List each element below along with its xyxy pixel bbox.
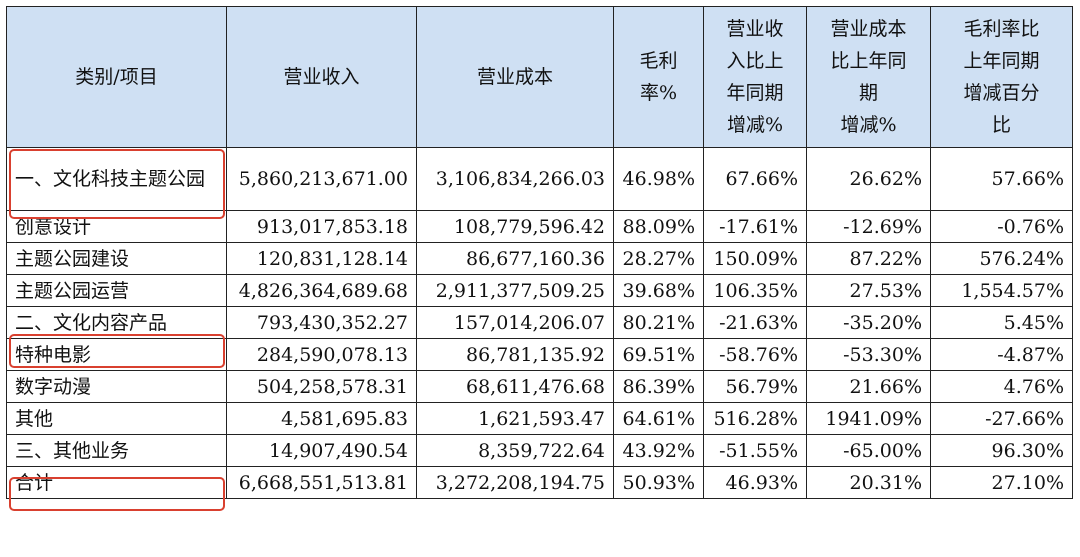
row-label: 其他 xyxy=(6,402,227,435)
cell-revenue: 120,831,128.14 xyxy=(226,242,417,275)
row-label: 主题公园建设 xyxy=(6,242,227,275)
cell-cost-change: 26.62% xyxy=(806,147,931,211)
cell-margin-change: 5.45% xyxy=(930,306,1073,339)
cell-cost-change: 27.53% xyxy=(806,274,931,307)
cell-cost: 2,911,377,509.25 xyxy=(416,274,614,307)
cell-margin-change: 4.76% xyxy=(930,370,1073,403)
cell-revenue-change: -58.76% xyxy=(703,338,807,371)
cell-revenue: 284,590,078.13 xyxy=(226,338,417,371)
cell-cost-change: 1941.09% xyxy=(806,402,931,435)
cell-cost-change: -65.00% xyxy=(806,434,931,467)
header-revenue-change: 营业收 入比上 年同期 增减% xyxy=(703,6,807,148)
table-row-section-theme-park: 一、文化科技主题公园 5,860,213,671.00 3,106,834,26… xyxy=(6,147,1073,211)
cell-margin: 64.61% xyxy=(613,402,704,435)
table-row: 主题公园建设 120,831,128.14 86,677,160.36 28.2… xyxy=(6,242,1073,275)
cell-margin: 46.98% xyxy=(613,147,704,211)
row-label: 二、文化内容产品 xyxy=(6,306,227,339)
header-cost: 营业成本 xyxy=(416,6,614,148)
table-row-section-other-business: 三、其他业务 14,907,490.54 8,359,722.64 43.92%… xyxy=(6,434,1073,467)
cell-margin-change: -27.66% xyxy=(930,402,1073,435)
cell-revenue: 4,581,695.83 xyxy=(226,402,417,435)
header-margin-change: 毛利率比 上年同期 增减百分 比 xyxy=(930,6,1073,148)
cell-revenue-change: -51.55% xyxy=(703,434,807,467)
cell-margin: 88.09% xyxy=(613,210,704,243)
cell-revenue-change: 516.28% xyxy=(703,402,807,435)
cell-revenue-change: -17.61% xyxy=(703,210,807,243)
cell-revenue: 4,826,364,689.68 xyxy=(226,274,417,307)
cell-margin-change: 27.10% xyxy=(930,466,1073,499)
cell-cost: 86,677,160.36 xyxy=(416,242,614,275)
cell-margin-change: 96.30% xyxy=(930,434,1073,467)
row-label: 数字动漫 xyxy=(6,370,227,403)
cell-revenue-change: 46.93% xyxy=(703,466,807,499)
cell-margin: 39.68% xyxy=(613,274,704,307)
header-revenue: 营业收入 xyxy=(226,6,417,148)
header-cost-change: 营业成本 比上年同 期 增减% xyxy=(806,6,931,148)
cell-revenue-change: 67.66% xyxy=(703,147,807,211)
cell-revenue-change: 106.35% xyxy=(703,274,807,307)
cell-revenue-change: 150.09% xyxy=(703,242,807,275)
cell-revenue: 6,668,551,513.81 xyxy=(226,466,417,499)
cell-margin: 28.27% xyxy=(613,242,704,275)
cell-cost: 1,621,593.47 xyxy=(416,402,614,435)
row-label: 创意设计 xyxy=(6,210,227,243)
row-label: 合计 xyxy=(6,466,227,499)
revenue-breakdown-table: 类别/项目 营业收入 营业成本 毛利 率% 营业收 入比上 年同期 增减% 营业… xyxy=(6,6,1073,499)
cell-revenue-change: 56.79% xyxy=(703,370,807,403)
table-row: 特种电影 284,590,078.13 86,781,135.92 69.51%… xyxy=(6,338,1073,371)
table-row: 数字动漫 504,258,578.31 68,611,476.68 86.39%… xyxy=(6,370,1073,403)
cell-margin: 69.51% xyxy=(613,338,704,371)
cell-cost-change: -35.20% xyxy=(806,306,931,339)
table-header-row: 类别/项目 营业收入 营业成本 毛利 率% 营业收 入比上 年同期 增减% 营业… xyxy=(6,6,1073,148)
cell-cost: 108,779,596.42 xyxy=(416,210,614,243)
row-label: 特种电影 xyxy=(6,338,227,371)
cell-revenue: 5,860,213,671.00 xyxy=(226,147,417,211)
cell-cost-change: 20.31% xyxy=(806,466,931,499)
cell-cost-change: -12.69% xyxy=(806,210,931,243)
cell-revenue: 913,017,853.18 xyxy=(226,210,417,243)
cell-cost: 8,359,722.64 xyxy=(416,434,614,467)
cell-margin-change: -0.76% xyxy=(930,210,1073,243)
cell-revenue: 14,907,490.54 xyxy=(226,434,417,467)
header-margin: 毛利 率% xyxy=(613,6,704,148)
header-category: 类别/项目 xyxy=(6,6,227,148)
cell-margin: 80.21% xyxy=(613,306,704,339)
cell-cost-change: 21.66% xyxy=(806,370,931,403)
cell-margin: 43.92% xyxy=(613,434,704,467)
cell-margin-change: 1,554.57% xyxy=(930,274,1073,307)
revenue-table-container: 类别/项目 营业收入 营业成本 毛利 率% 营业收 入比上 年同期 增减% 营业… xyxy=(6,6,1073,550)
cell-margin: 86.39% xyxy=(613,370,704,403)
table-row: 主题公园运营 4,826,364,689.68 2,911,377,509.25… xyxy=(6,274,1073,307)
cell-cost: 68,611,476.68 xyxy=(416,370,614,403)
cell-cost: 86,781,135.92 xyxy=(416,338,614,371)
table-row: 创意设计 913,017,853.18 108,779,596.42 88.09… xyxy=(6,210,1073,243)
table-row-section-content-products: 二、文化内容产品 793,430,352.27 157,014,206.07 8… xyxy=(6,306,1073,339)
cell-revenue: 504,258,578.31 xyxy=(226,370,417,403)
cell-margin: 50.93% xyxy=(613,466,704,499)
cell-revenue-change: -21.63% xyxy=(703,306,807,339)
cell-cost-change: 87.22% xyxy=(806,242,931,275)
cell-margin-change: -4.87% xyxy=(930,338,1073,371)
table-row: 其他 4,581,695.83 1,621,593.47 64.61% 516.… xyxy=(6,402,1073,435)
row-label: 三、其他业务 xyxy=(6,434,227,467)
cell-revenue: 793,430,352.27 xyxy=(226,306,417,339)
cell-margin-change: 57.66% xyxy=(930,147,1073,211)
row-label: 一、文化科技主题公园 xyxy=(6,147,227,211)
cell-cost-change: -53.30% xyxy=(806,338,931,371)
cell-cost: 3,272,208,194.75 xyxy=(416,466,614,499)
row-label: 主题公园运营 xyxy=(6,274,227,307)
cell-cost: 157,014,206.07 xyxy=(416,306,614,339)
cell-cost: 3,106,834,266.03 xyxy=(416,147,614,211)
cell-margin-change: 576.24% xyxy=(930,242,1073,275)
table-row-total: 合计 6,668,551,513.81 3,272,208,194.75 50.… xyxy=(6,466,1073,499)
